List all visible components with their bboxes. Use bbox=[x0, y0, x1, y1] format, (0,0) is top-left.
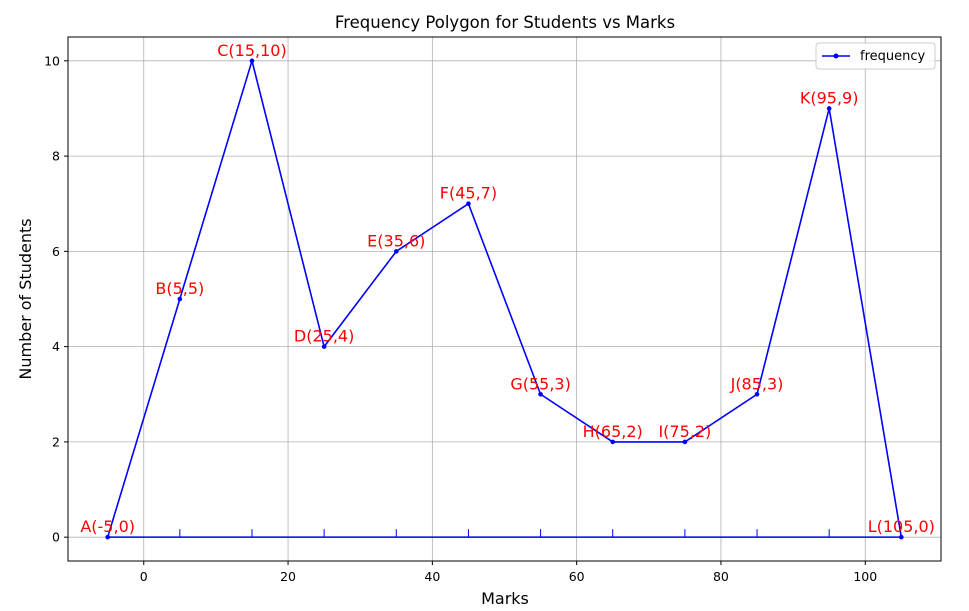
y-tick-label: 10 bbox=[44, 53, 60, 68]
point-annotation: K(95,9) bbox=[800, 88, 859, 107]
legend: frequency bbox=[815, 42, 936, 70]
data-point bbox=[899, 534, 904, 540]
data-point bbox=[682, 439, 688, 445]
y-tick-label: 8 bbox=[52, 149, 60, 164]
legend-marker-swatch bbox=[833, 53, 839, 59]
x-tick-label: 20 bbox=[280, 569, 296, 584]
point-annotation: A(-5,0) bbox=[80, 517, 135, 536]
point-annotation: D(25,4) bbox=[294, 327, 354, 346]
data-point bbox=[826, 106, 832, 111]
x-axis-title: Marks bbox=[481, 589, 529, 608]
x-axis-ticks: 0 20 40 60 80 100 bbox=[140, 561, 877, 584]
data-point bbox=[754, 391, 760, 397]
y-tick-label: 6 bbox=[52, 244, 60, 259]
legend-label-frequency: frequency bbox=[860, 49, 926, 64]
point-annotation: L(105,0) bbox=[868, 517, 935, 536]
point-annotation: B(5,5) bbox=[155, 279, 204, 298]
x-tick-label: 0 bbox=[140, 569, 148, 584]
point-annotation: E(35,6) bbox=[367, 231, 425, 250]
x-tick-label: 60 bbox=[569, 569, 585, 584]
data-point bbox=[177, 296, 183, 302]
plot-frame bbox=[67, 36, 942, 562]
y-axis-ticks: 0 2 4 6 8 10 bbox=[44, 53, 68, 545]
data-point bbox=[610, 439, 616, 445]
point-annotation: I(75,2) bbox=[658, 422, 711, 441]
x-tick-label: 100 bbox=[853, 569, 877, 584]
x-tick-label: 80 bbox=[713, 569, 729, 584]
y-axis-title: Number of Students bbox=[16, 218, 35, 379]
data-point bbox=[466, 201, 471, 207]
point-annotation: C(15,10) bbox=[217, 41, 286, 60]
data-point bbox=[393, 249, 399, 254]
point-annotation: G(55,3) bbox=[510, 374, 571, 393]
point-annotations: A(-5,0) B(5,5) C(15,10) D(25,4) E(35,6) F(45,… bbox=[80, 41, 935, 536]
point-annotation: F(45,7) bbox=[440, 184, 497, 203]
point-annotation: J(85,3) bbox=[730, 374, 784, 393]
point-annotation: H(65,2) bbox=[583, 422, 643, 441]
baseline bbox=[107, 529, 902, 538]
y-tick-label: 0 bbox=[52, 530, 60, 545]
series-line-frequency bbox=[106, 57, 903, 538]
series-layer bbox=[105, 57, 904, 540]
data-point bbox=[321, 344, 327, 349]
data-point bbox=[249, 58, 255, 64]
x-tick-label: 40 bbox=[424, 569, 440, 584]
y-tick-label: 4 bbox=[52, 339, 60, 354]
data-point bbox=[538, 391, 543, 397]
legend-box bbox=[815, 42, 936, 70]
chart-title: Frequency Polygon for Students vs Marks bbox=[335, 13, 675, 32]
data-point bbox=[105, 534, 110, 540]
y-tick-label: 2 bbox=[52, 434, 60, 449]
